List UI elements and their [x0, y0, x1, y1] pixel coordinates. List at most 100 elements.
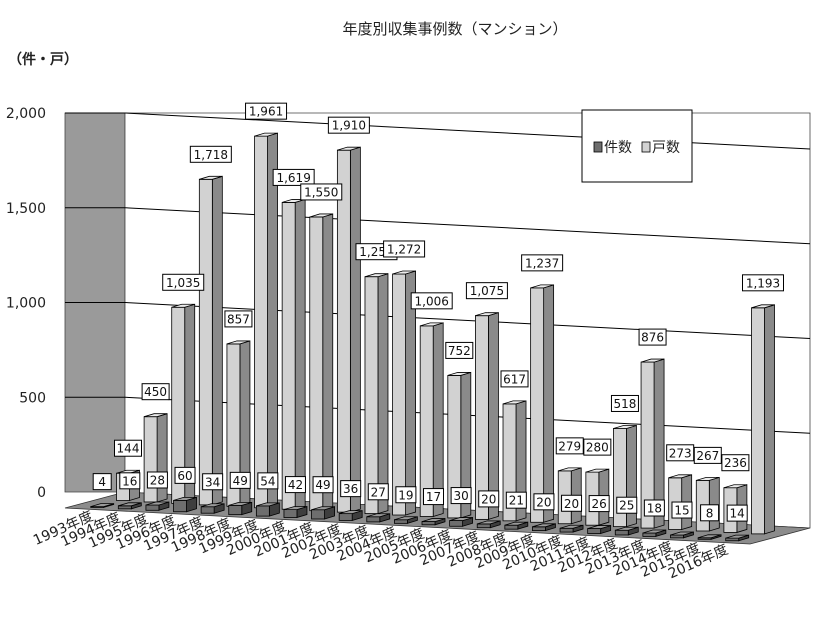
bar-count-top [145, 501, 170, 506]
data-label-text: 752 [448, 344, 471, 358]
bar-count-top [228, 501, 252, 506]
y-axis-ticks: 0 500 1,000 1,500 2,000 [6, 106, 46, 501]
data-label-box [742, 274, 784, 292]
data-label-text: 42 [288, 478, 303, 492]
data-label-text: 857 [227, 312, 250, 326]
data-label: 30 [450, 487, 472, 505]
bar-units-top [723, 484, 748, 489]
data-label-text: 1,910 [332, 119, 366, 133]
data-label: 15 [671, 501, 693, 519]
bar-count [366, 516, 381, 523]
data-label-box [616, 496, 638, 514]
bar-count [421, 521, 436, 526]
data-label-box [141, 383, 170, 401]
bar-count [311, 509, 325, 520]
bar-units-top [751, 304, 775, 309]
bar-count-top [90, 503, 114, 508]
bar-count [587, 528, 602, 534]
bar-units-side [322, 213, 334, 512]
data-label-text: 25 [619, 499, 634, 513]
data-label-text: 18 [647, 502, 662, 516]
bar-units-side [488, 312, 499, 520]
bar-count [393, 519, 408, 524]
bar-count-top [421, 518, 446, 522]
bar-units [475, 315, 489, 520]
bar-units-side [349, 146, 361, 513]
data-label: 1,237 [521, 254, 564, 272]
bar-count-top [615, 526, 639, 531]
data-label-box [410, 292, 453, 310]
data-label-box [721, 454, 750, 472]
data-label-text: 518 [614, 397, 637, 411]
data-label-box [700, 504, 720, 522]
unit-label: （件・戸） [8, 51, 78, 68]
data-label-text: 1,619 [276, 171, 310, 185]
data-label: 19 [395, 486, 417, 504]
data-label-box [92, 473, 112, 491]
data-label-box [521, 254, 564, 272]
data-label-box [505, 491, 527, 509]
data-label-text: 20 [564, 497, 579, 511]
data-label-text: 21 [509, 494, 524, 508]
data-label: 1,272 [383, 240, 426, 258]
bar-units-side [543, 284, 555, 523]
bar-units-top [199, 175, 223, 180]
bar-units-top [558, 467, 582, 472]
data-label-box [638, 328, 667, 346]
bar-units-top [337, 146, 361, 151]
bar-count-top [283, 506, 308, 510]
data-label-box [224, 310, 253, 328]
data-label: 54 [257, 472, 279, 490]
data-label-text: 4 [98, 475, 106, 489]
bar-count-top [366, 513, 390, 518]
data-label-box [610, 394, 639, 412]
data-label-box [272, 168, 315, 186]
bar-count-top [201, 503, 225, 508]
data-label-box [588, 495, 610, 513]
bar-units-top [668, 474, 692, 479]
bar-units-top [420, 322, 444, 327]
bar-units-side [764, 304, 775, 535]
data-label-box [312, 476, 334, 494]
data-labels: 144 4 450 16 1,035 28 1,718 60 857 34 1,961 49 1,619… [92, 102, 784, 522]
bar-count [173, 499, 187, 513]
data-label-text: 19 [398, 488, 413, 502]
bar-count-top [173, 496, 197, 501]
bar-units-top [226, 340, 251, 345]
bar-units [143, 416, 158, 503]
data-label-text: 450 [144, 385, 167, 399]
data-label-text: 16 [122, 474, 137, 488]
bar-count [504, 524, 519, 530]
data-label-text: 17 [426, 490, 441, 504]
y-tick-label: 0 [37, 485, 46, 501]
bar-count-top [504, 521, 528, 526]
bar-count-top [339, 510, 363, 515]
legend: 件数 戸数 [581, 109, 693, 183]
data-label-box [423, 488, 445, 506]
data-label-text: 27 [371, 485, 386, 499]
bar-units [530, 287, 545, 523]
data-label-text: 14 [730, 507, 745, 521]
data-label-text: 1,718 [194, 148, 228, 162]
bar-count-top [532, 523, 556, 528]
data-label-text: 1,550 [304, 185, 338, 199]
data-label-box [189, 145, 232, 163]
data-label: 34 [202, 473, 224, 491]
data-label-box [340, 480, 362, 498]
bar-units-top [171, 303, 195, 308]
data-label: 60 [174, 466, 196, 484]
data-label-box [395, 486, 417, 504]
data-label-text: 49 [233, 474, 248, 488]
bar-count-top [449, 517, 473, 521]
gridline-back [124, 207, 811, 245]
data-label-text: 273 [669, 446, 692, 460]
data-label: 20 [533, 493, 555, 511]
bar-units [281, 202, 296, 510]
data-label: 4 [92, 473, 112, 491]
bar-units-top [392, 270, 416, 275]
data-label-box [693, 446, 722, 464]
data-label: 518 [610, 394, 639, 412]
data-label-text: 8 [706, 506, 714, 520]
data-label-box [450, 487, 472, 505]
